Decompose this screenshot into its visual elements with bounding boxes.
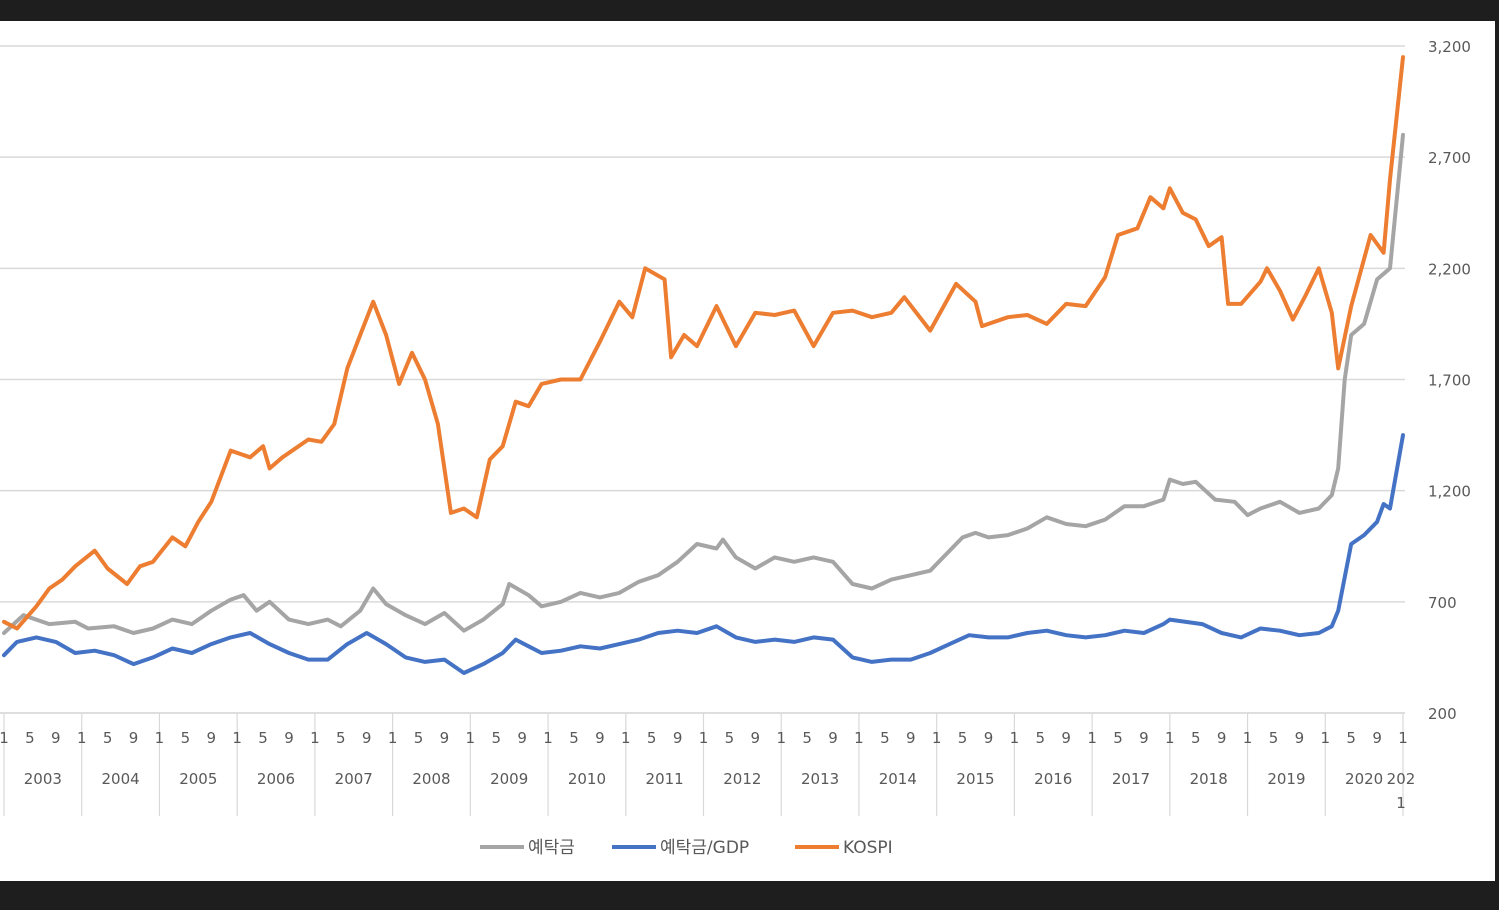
month-tick-label: 9 [751, 729, 761, 747]
year-label: 2009 [490, 770, 528, 788]
year-label: 2003 [24, 770, 62, 788]
year-label: 2013 [801, 770, 839, 788]
year-label: 2012 [723, 770, 761, 788]
legend: 예탁금 예탁금/GDP KOSPI [480, 838, 893, 858]
month-tick-label: 1 [1165, 729, 1175, 747]
month-tick-label: 9 [828, 729, 838, 747]
month-tick-label: 5 [958, 729, 968, 747]
month-tick-label: 1 [1087, 729, 1097, 747]
month-tick-label: 9 [1295, 729, 1305, 747]
legend-entry: 예탁금/GDP [660, 838, 749, 858]
y-tick-label: 700 [1428, 594, 1457, 612]
month-tick-label: 5 [336, 729, 346, 747]
month-tick-label: 5 [880, 729, 890, 747]
month-tick-label: 5 [181, 729, 191, 747]
series-line-예탁금 [2, 132, 1405, 635]
month-tick-label: 5 [725, 729, 735, 747]
year-label: 2006 [257, 770, 295, 788]
legend-entry: KOSPI [843, 838, 893, 858]
month-tick-label: 5 [25, 729, 35, 747]
month-tick-label: 9 [206, 729, 216, 747]
y-tick-label: 1,700 [1428, 372, 1471, 390]
y-tick-label: 3,200 [1428, 38, 1471, 56]
month-tick-label: 5 [1346, 729, 1356, 747]
month-tick-label: 9 [1139, 729, 1149, 747]
legend-entry: 예탁금 [528, 838, 575, 858]
month-tick-label: 1 [0, 729, 9, 747]
month-tick-label: 1 [543, 729, 553, 747]
chart-panel: 3,200 2,700 2,200 1,700 1,200 700 200 1 5 9 2003 1… [0, 21, 1495, 881]
month-tick-label: 1 [854, 729, 864, 747]
month-tick-label: 1 [155, 729, 165, 747]
month-tick-label: 9 [984, 729, 994, 747]
year-label: 2014 [879, 770, 917, 788]
month-tick-label: 9 [673, 729, 683, 747]
month-tick-label: 9 [440, 729, 450, 747]
year-label: 1 [1396, 794, 1406, 812]
year-label: 2010 [568, 770, 606, 788]
month-tick-label: 1 [1321, 729, 1331, 747]
year-label: 2020 [1345, 770, 1383, 788]
month-tick-label: 9 [51, 729, 61, 747]
year-label: 2015 [956, 770, 994, 788]
year-label: 2016 [1034, 770, 1072, 788]
month-tick-label: 1 [776, 729, 786, 747]
month-tick-label: 5 [1036, 729, 1046, 747]
month-tick-label: 1 [932, 729, 942, 747]
month-tick-label: 1 [1243, 729, 1253, 747]
month-tick-label: 1 [232, 729, 242, 747]
y-tick-label: 1,200 [1428, 483, 1471, 501]
year-label: 2005 [179, 770, 217, 788]
month-tick-label: 9 [1217, 729, 1227, 747]
y-tick-label: 2,200 [1428, 260, 1471, 278]
year-label: 2018 [1190, 770, 1228, 788]
series-line-KOSPI [2, 55, 1405, 631]
month-tick-label: 9 [595, 729, 605, 747]
month-tick-label: 9 [284, 729, 294, 747]
year-label: 2004 [101, 770, 139, 788]
year-label: 2019 [1267, 770, 1305, 788]
month-tick-label: 5 [414, 729, 424, 747]
month-tick-label: 1 [699, 729, 709, 747]
month-tick-label: 9 [129, 729, 139, 747]
y-tick-label: 2,700 [1428, 149, 1471, 167]
month-tick-label: 9 [1372, 729, 1382, 747]
month-tick-label: 1 [1398, 729, 1408, 747]
year-label: 202 [1387, 770, 1416, 788]
month-tick-label: 5 [1191, 729, 1201, 747]
month-tick-label: 9 [906, 729, 916, 747]
month-tick-label: 5 [491, 729, 501, 747]
series-lines [2, 55, 1405, 675]
month-tick-label: 5 [569, 729, 579, 747]
month-tick-label: 1 [77, 729, 87, 747]
year-label: 2008 [412, 770, 450, 788]
year-label: 2007 [335, 770, 373, 788]
year-label: 2017 [1112, 770, 1150, 788]
month-tick-label: 1 [466, 729, 476, 747]
month-tick-label: 1 [1010, 729, 1020, 747]
y-axis-tick-labels: 3,200 2,700 2,200 1,700 1,200 700 200 [1428, 38, 1471, 723]
y-tick-label: 200 [1428, 705, 1457, 723]
month-tick-label: 1 [310, 729, 320, 747]
month-tick-label: 9 [517, 729, 527, 747]
month-tick-label: 5 [802, 729, 812, 747]
month-tick-label: 5 [1113, 729, 1123, 747]
month-tick-label: 9 [362, 729, 372, 747]
month-tick-label: 9 [1061, 729, 1071, 747]
year-label: 2011 [646, 770, 684, 788]
series-line-예탁금/GDP [2, 433, 1405, 675]
month-tick-label: 5 [647, 729, 657, 747]
month-tick-label: 5 [103, 729, 113, 747]
month-tick-label: 5 [1269, 729, 1279, 747]
month-tick-label: 5 [258, 729, 268, 747]
month-tick-label: 1 [388, 729, 398, 747]
month-tick-label: 1 [621, 729, 631, 747]
